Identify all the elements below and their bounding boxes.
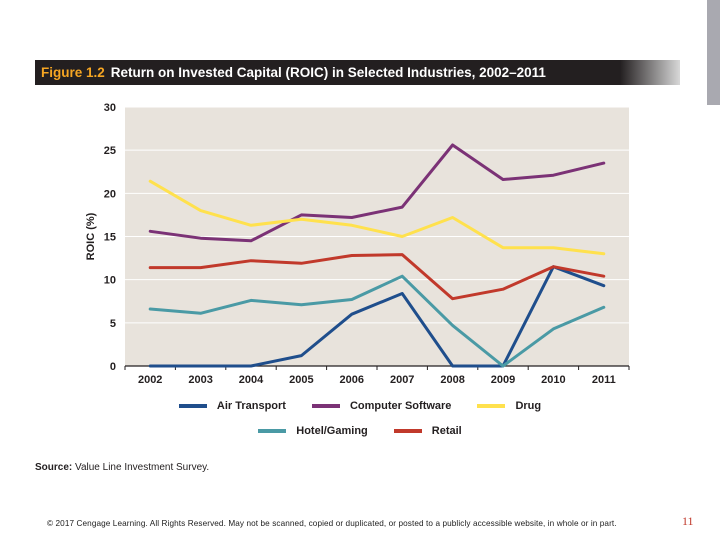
legend-label-drug: Drug <box>515 400 542 412</box>
y-tick-label-30: 30 <box>104 102 116 114</box>
legend-swatch-drug <box>477 404 506 408</box>
legend-swatch-air-transport <box>178 404 207 408</box>
series-line-retail <box>148 253 606 301</box>
series-line-hotel-gaming <box>148 274 606 368</box>
x-tick-label-2011: 2011 <box>592 374 616 386</box>
legend-item-drug: Drug <box>477 400 541 412</box>
x-tick-label-2004: 2004 <box>239 374 264 386</box>
x-tick-label-2002: 2002 <box>138 374 162 386</box>
roic-line-chart: 0 5 10 15 20 25 30 2002 2003 2004 2005 2006 2007 2008… <box>85 102 630 386</box>
legend-swatch-retail <box>393 429 422 433</box>
copyright-notice: © 2017 Cengage Learning. All Rights Rese… <box>47 519 617 528</box>
legend-label-retail: Retail <box>431 425 462 437</box>
x-tick-label-2009: 2009 <box>491 374 515 386</box>
legend-row-1: Air Transport Computer Software Drug <box>0 400 720 412</box>
series-line-air-transport <box>148 265 606 368</box>
source-note: Source: Value Line Investment Survey. <box>35 462 209 473</box>
x-tick-label-2008: 2008 <box>440 374 464 386</box>
x-tick-label-2010: 2010 <box>541 374 565 386</box>
legend-label-hotel-gaming: Hotel/Gaming <box>296 425 368 437</box>
x-tick-label-2005: 2005 <box>289 374 313 386</box>
x-tick-label-2007: 2007 <box>390 374 414 386</box>
y-tick-label-10: 10 <box>104 275 116 287</box>
legend-item-air-transport: Air Transport <box>178 400 286 412</box>
y-tick-label-5: 5 <box>110 318 116 330</box>
legend-row-2: Hotel/Gaming Retail <box>0 425 720 437</box>
source-text: Value Line Investment Survey. <box>75 462 210 473</box>
x-tick-label-2006: 2006 <box>340 374 364 386</box>
side-accent-bar <box>707 0 720 105</box>
figure-label: Figure 1.2 <box>41 65 105 80</box>
y-tick-label-0: 0 <box>110 361 116 373</box>
y-tick-label-20: 20 <box>104 188 116 200</box>
y-axis-label: ROIC (%) <box>85 212 97 260</box>
y-tick-label-25: 25 <box>104 145 116 157</box>
series-line-drug <box>148 179 606 256</box>
series-line-computer-software <box>148 143 606 243</box>
legend-swatch-hotel-gaming <box>258 429 287 433</box>
header-fade <box>620 60 680 85</box>
legend-item-hotel-gaming: Hotel/Gaming <box>258 425 368 437</box>
legend-label-air-transport: Air Transport <box>216 400 286 412</box>
page-number: 11 <box>682 514 694 528</box>
legend-item-computer-software: Computer Software <box>311 400 452 412</box>
legend-item-retail: Retail <box>393 425 462 437</box>
figure-title: Return on Invested Capital (ROIC) in Sel… <box>110 65 546 80</box>
figure-header: Figure 1.2 Return on Invested Capital (RO… <box>35 60 680 85</box>
y-tick-label-15: 15 <box>104 232 116 244</box>
legend-label-computer-software: Computer Software <box>349 400 452 412</box>
x-tick-label-2003: 2003 <box>188 374 212 386</box>
source-label: Source: <box>35 462 73 473</box>
legend-swatch-computer-software <box>311 404 340 408</box>
